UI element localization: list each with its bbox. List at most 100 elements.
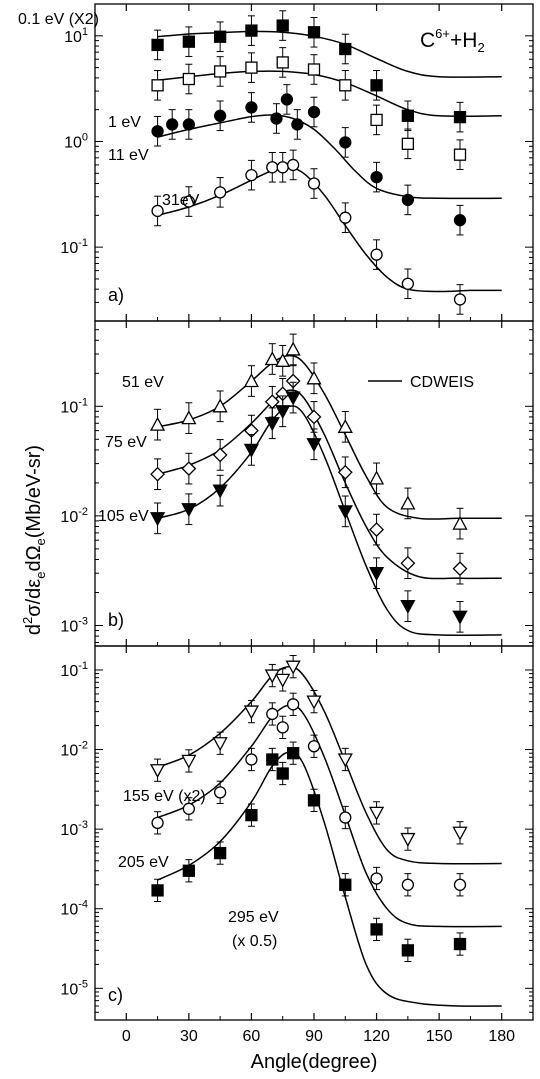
x-axis-label: Angle(degree) <box>251 1051 378 1073</box>
y-tick-exp: -3 <box>78 615 88 627</box>
data-point <box>306 695 322 710</box>
data-point <box>291 118 304 131</box>
data-point <box>213 109 227 122</box>
ylabel-sigma: σ/dε <box>23 579 45 617</box>
data-point <box>181 503 197 518</box>
ylabel-units: (Mb/eV-sr) <box>23 445 45 538</box>
y-tick-base: 10 <box>60 663 78 680</box>
data-point <box>401 193 415 207</box>
series-label: 0.1 eV (X2) <box>18 11 99 28</box>
y-tick-label: 10-1 <box>60 660 88 680</box>
data-point <box>370 872 383 885</box>
data-point <box>307 26 321 39</box>
fit-curve <box>157 665 502 865</box>
data-point <box>307 794 321 807</box>
data-point <box>266 707 279 721</box>
fit-curve <box>157 167 502 293</box>
data-point <box>149 416 166 431</box>
y-tick-label: 10-3 <box>60 819 88 839</box>
data-point <box>151 38 164 52</box>
y-tick-label: 100 <box>64 131 88 151</box>
series-label: 205 eV <box>118 854 169 871</box>
data-point <box>151 816 164 829</box>
data-point <box>337 418 353 433</box>
data-point <box>280 93 294 106</box>
panel-label: b) <box>108 610 124 630</box>
data-point <box>453 878 467 891</box>
series-label: 295 eV <box>228 909 279 926</box>
data-point <box>306 409 322 425</box>
data-point <box>307 105 321 119</box>
y-tick-label: 10-1 <box>60 237 88 257</box>
data-point <box>401 878 415 891</box>
data-point <box>213 846 227 860</box>
data-point <box>245 61 258 74</box>
data-point <box>337 464 353 480</box>
fit-curve <box>157 389 502 580</box>
data-point <box>401 109 415 122</box>
x-tick-label: 90 <box>305 1028 323 1045</box>
data-point <box>212 484 228 499</box>
y-tick-base: 10 <box>60 509 78 526</box>
x-tick-label: 0 <box>122 1028 131 1045</box>
data-point <box>181 461 197 477</box>
y-tick-base: 10 <box>60 902 78 919</box>
data-point <box>245 808 258 822</box>
data-point <box>339 878 352 891</box>
data-point <box>213 30 227 43</box>
y-tick-base: 10 <box>60 743 78 760</box>
data-point <box>276 56 289 69</box>
data-point <box>213 786 227 799</box>
data-point <box>151 204 164 218</box>
data-point <box>368 567 385 582</box>
series-label: 75 eV <box>105 434 147 451</box>
y-tick-exp: -1 <box>78 237 88 249</box>
ylabel-domega: dΩ <box>23 545 45 571</box>
y-tick-label: 10-4 <box>60 899 88 919</box>
data-point <box>276 161 289 174</box>
y-tick-base: 10 <box>64 134 82 151</box>
x-tick-label: 60 <box>243 1028 261 1045</box>
data-point <box>452 515 468 530</box>
ylabel-e2: e <box>33 538 48 545</box>
y-tick-exp: -1 <box>78 396 88 408</box>
x-tick-label: 180 <box>488 1028 515 1045</box>
y-tick-exp: 0 <box>82 131 88 143</box>
x-tick-label: 120 <box>363 1028 390 1045</box>
data-point <box>182 802 196 815</box>
series-label: 51 eV <box>122 374 164 391</box>
data-point <box>400 832 416 847</box>
y-tick-exp: -4 <box>78 899 88 911</box>
data-point <box>245 24 258 37</box>
data-point <box>181 754 197 769</box>
fit-curve <box>157 70 502 117</box>
y-tick-exp: -2 <box>78 506 88 518</box>
y-tick-base: 10 <box>60 399 78 416</box>
data-point <box>368 806 385 821</box>
data-point <box>286 698 300 711</box>
data-point <box>337 505 353 520</box>
data-point <box>182 35 196 48</box>
panel-label: c) <box>108 985 123 1005</box>
data-point <box>452 561 468 577</box>
data-point <box>339 211 352 224</box>
data-point <box>306 438 322 453</box>
series-label: 31eV <box>162 192 200 209</box>
series-label: 155 eV (x2) <box>123 788 206 805</box>
data-point <box>400 495 416 510</box>
title-base: C <box>420 29 435 52</box>
data-point <box>149 512 166 527</box>
data-point <box>370 113 383 127</box>
data-point <box>276 721 289 734</box>
y-tick-label: 10-2 <box>60 740 88 760</box>
fit-curve <box>157 114 502 200</box>
data-point <box>151 884 164 897</box>
data-point <box>370 170 383 184</box>
data-point <box>339 136 352 149</box>
series-label: 105 eV <box>98 508 149 525</box>
data-point <box>213 65 227 78</box>
data-point <box>369 522 384 538</box>
data-point <box>285 660 301 675</box>
title-sup: 6+ <box>435 26 450 41</box>
